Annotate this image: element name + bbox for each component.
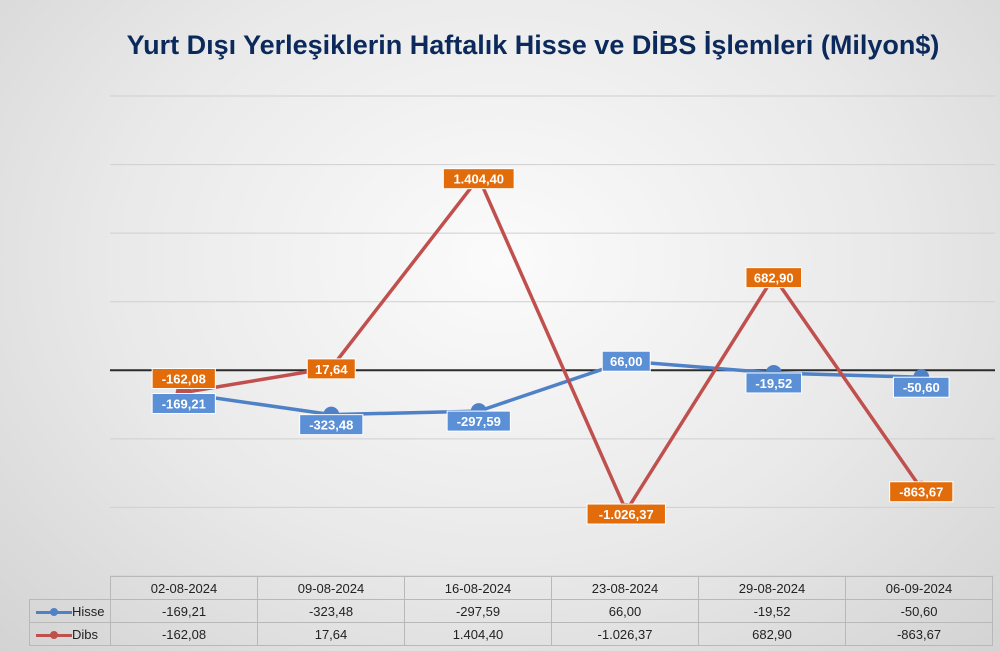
data-label-hisse: -19,52 (745, 372, 803, 394)
data-label-dibs: 1.404,40 (442, 168, 515, 190)
data-label-box (745, 267, 803, 289)
data-label-text: -50,60 (903, 380, 940, 395)
category-header: 06-09-2024 (845, 576, 993, 600)
series-line-dibs (183, 175, 923, 513)
category-header: 09-08-2024 (257, 576, 405, 600)
category-header: 29-08-2024 (698, 576, 846, 600)
series-lines (183, 175, 923, 513)
table-cell: -19,52 (698, 599, 846, 623)
chart-title: Yurt Dışı Yerleşiklerin Haftalık Hisse v… (126, 30, 940, 60)
table-cell: -50,60 (845, 599, 993, 623)
table-header-row: 02-08-2024 09-08-2024 16-08-2024 23-08-2… (29, 576, 993, 600)
data-label-hisse: 66,00 (601, 350, 651, 372)
legend-entry-hisse: Hisse (29, 599, 111, 623)
data-label-box (745, 372, 803, 394)
data-label-hisse: -297,59 (446, 410, 511, 432)
data-label-text: 17,64 (315, 362, 348, 377)
data-label-box (151, 392, 216, 414)
table-cell: 66,00 (551, 599, 699, 623)
data-label-box (151, 368, 216, 390)
data-label-text: -297,59 (457, 414, 501, 429)
data-label-text: -863,67 (899, 485, 943, 500)
data-label-box (306, 358, 356, 380)
data-label-box (299, 414, 364, 436)
data-label-text: 682,90 (754, 271, 794, 286)
data-label-text: -162,08 (162, 372, 206, 387)
legend-entry-dibs: Dibs (29, 622, 111, 646)
data-label-text: -169,21 (162, 396, 206, 411)
data-label-dibs: -863,67 (889, 481, 954, 503)
data-label-box (892, 376, 950, 398)
table-cell: -297,59 (404, 599, 552, 623)
data-label-box (889, 481, 954, 503)
data-table: 02-08-2024 09-08-2024 16-08-2024 23-08-2… (29, 576, 993, 646)
table-cell: -1.026,37 (551, 622, 699, 646)
table-cell: 682,90 (698, 622, 846, 646)
table-cell: 17,64 (257, 622, 405, 646)
series-name-dibs: Dibs (72, 626, 99, 642)
data-label-text: -1.026,37 (599, 507, 654, 522)
legend-key-hisse (36, 607, 72, 617)
data-label-dibs: 682,90 (745, 267, 803, 289)
data-label-box (586, 503, 666, 525)
gridlines (110, 95, 995, 577)
table-cell: -863,67 (845, 622, 993, 646)
table-cell: -323,48 (257, 599, 405, 623)
data-label-dibs: -162,08 (151, 368, 216, 390)
data-label-text: 66,00 (610, 354, 643, 369)
table-corner (29, 576, 111, 600)
data-labels: -169,21 -323,48 -297,59 66,00 -19,52 -50,60 -1… (151, 168, 954, 525)
table-cell: -162,08 (110, 622, 258, 646)
data-label-text: -323,48 (309, 418, 353, 433)
table-row-hisse: Hisse -169,21 -323,48 -297,59 66,00 -19,… (29, 599, 993, 623)
legend-key-dibs (36, 630, 72, 640)
data-label-text: 1.404,40 (453, 172, 504, 187)
category-header: 23-08-2024 (551, 576, 699, 600)
category-header: 16-08-2024 (404, 576, 552, 600)
category-header: 02-08-2024 (110, 576, 258, 600)
data-label-hisse: -169,21 (151, 392, 216, 414)
data-label-hisse: -50,60 (892, 376, 950, 398)
series-line-hisse (183, 359, 922, 417)
data-label-text: -19,52 (755, 376, 792, 391)
data-label-box (442, 168, 515, 190)
data-label-box (446, 410, 511, 432)
table-cell: 1.404,40 (404, 622, 552, 646)
data-label-hisse: -323,48 (299, 414, 364, 436)
data-label-box (601, 350, 651, 372)
table-row-dibs: Dibs -162,08 17,64 1.404,40 -1.026,37 68… (29, 622, 993, 646)
data-label-dibs: 17,64 (306, 358, 356, 380)
table-cell: -169,21 (110, 599, 258, 623)
series-name-hisse: Hisse (72, 603, 105, 619)
data-label-dibs: -1.026,37 (586, 503, 666, 525)
